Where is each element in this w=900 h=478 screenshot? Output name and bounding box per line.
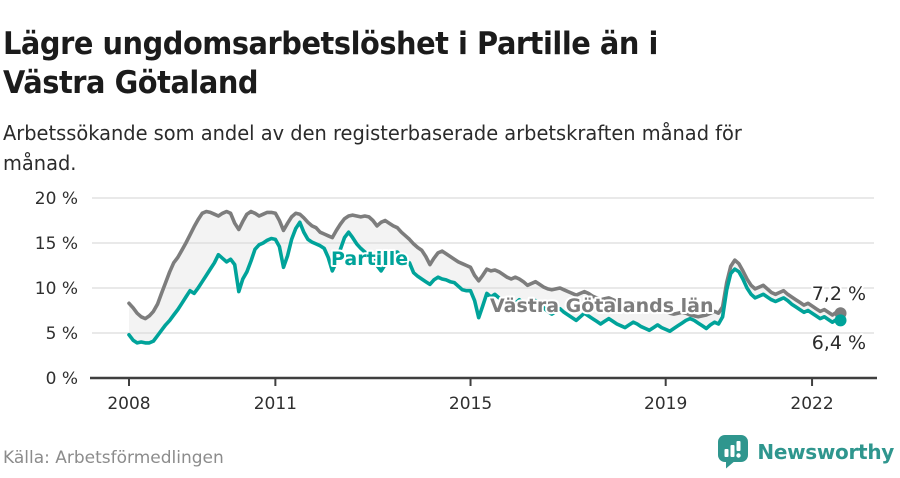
page-title: Lägre ungdomsarbetslöshet i Partille än …: [3, 25, 658, 103]
x-axis: [90, 376, 877, 386]
series-lines: [127, 209, 843, 345]
y-tick-label: 15 %: [35, 234, 78, 254]
unemployment-line-chart: 20 %15 %10 %5 %0 % 2008 2011 2015 2019 2022 …: [35, 189, 877, 414]
x-axis-labels: 2008 2011 2015 2019 2022: [107, 394, 833, 414]
y-tick-label: 10 %: [35, 279, 78, 299]
x-tick-label: 2011: [254, 394, 297, 414]
page-title-line1: Lägre ungdomsarbetslöshet i Partille än …: [3, 25, 658, 62]
series-label-vastra-gotalands-lan: Västra Götalands län: [490, 295, 713, 317]
end-dot-partille: [834, 314, 847, 327]
y-tick-label: 20 %: [35, 189, 78, 209]
area-between-series: [129, 211, 841, 343]
series-line-partille: [127, 220, 843, 345]
x-tick-label: 2008: [107, 394, 150, 414]
newsworthy-wordmark: Newsworthy: [757, 439, 894, 464]
y-tick-label: 0 %: [46, 369, 78, 389]
chart-subtitle-line2: månad.: [3, 151, 77, 175]
x-tick-label: 2019: [644, 394, 687, 414]
newsworthy-logo[interactable]: Newsworthy: [717, 434, 894, 469]
end-value-label-vastra-gotaland: 7,2 %: [812, 283, 866, 305]
x-tick-label: 2015: [449, 394, 492, 414]
area-fill: [129, 211, 841, 343]
source-note: Källa: Arbetsförmedlingen: [3, 448, 224, 468]
newsworthy-bubble-chart-icon: [718, 435, 749, 469]
end-value-label-partille: 6,4 %: [812, 332, 866, 354]
chart-subtitle-line1: Arbetssökande som andel av den registerb…: [3, 121, 742, 145]
series-end-dots: [834, 307, 847, 327]
series-label-partille: Partille: [331, 248, 408, 270]
series-line-vastra-gotaland: [127, 209, 843, 321]
chart-subtitle: Arbetssökande som andel av den registerb…: [3, 118, 742, 178]
line-chart: 20 % 15 % 10 % 5 % 0 % 2008 2011 2015 2019 2022 …: [0, 185, 900, 474]
y-tick-label: 5 %: [46, 324, 78, 344]
page-title-line2: Västra Götaland: [3, 64, 259, 101]
y-axis-labels: 20 % 15 % 10 % 5 % 0 %: [35, 189, 78, 389]
gridlines: [92, 197, 874, 334]
x-tick-label: 2022: [790, 394, 833, 414]
